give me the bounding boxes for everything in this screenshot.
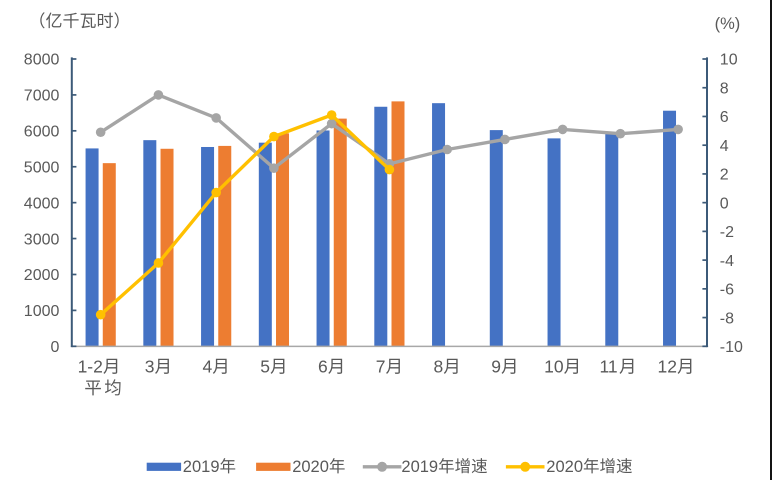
svg-text:6: 6 xyxy=(720,109,729,126)
svg-text:0: 0 xyxy=(50,339,59,356)
svg-text:2000: 2000 xyxy=(24,267,60,284)
svg-text:1000: 1000 xyxy=(24,303,60,320)
svg-text:10: 10 xyxy=(544,357,564,377)
svg-text:2020: 2020 xyxy=(546,458,583,476)
svg-text:1-2: 1-2 xyxy=(78,357,103,377)
svg-text:2019: 2019 xyxy=(401,458,438,476)
svg-text:-10: -10 xyxy=(720,339,743,356)
svg-text:7000: 7000 xyxy=(24,88,60,105)
svg-text:2019: 2019 xyxy=(183,458,220,476)
svg-text:5000: 5000 xyxy=(24,159,60,176)
svg-text:6: 6 xyxy=(318,357,328,377)
svg-text:4: 4 xyxy=(203,357,213,377)
svg-text:9: 9 xyxy=(491,357,501,377)
svg-text:8: 8 xyxy=(434,357,444,377)
svg-text:(%): (%) xyxy=(715,15,741,33)
svg-text:5: 5 xyxy=(260,357,270,377)
svg-text:8: 8 xyxy=(720,80,729,97)
svg-text:8000: 8000 xyxy=(24,52,60,69)
svg-text:-8: -8 xyxy=(720,310,734,327)
svg-text:3: 3 xyxy=(145,357,155,377)
svg-text:11: 11 xyxy=(600,357,618,377)
svg-text:-2: -2 xyxy=(720,224,734,241)
svg-text:4000: 4000 xyxy=(24,195,60,212)
svg-text:12: 12 xyxy=(658,357,677,377)
svg-text:4: 4 xyxy=(720,138,729,155)
svg-text:0: 0 xyxy=(720,195,729,212)
svg-text:2: 2 xyxy=(720,167,729,184)
svg-text:7: 7 xyxy=(376,357,386,377)
svg-text:10: 10 xyxy=(720,52,738,69)
svg-text:-4: -4 xyxy=(720,253,734,270)
svg-text:2020: 2020 xyxy=(292,458,329,476)
svg-text:-6: -6 xyxy=(720,282,734,299)
svg-text:6000: 6000 xyxy=(24,124,60,141)
svg-text:3000: 3000 xyxy=(24,231,60,248)
